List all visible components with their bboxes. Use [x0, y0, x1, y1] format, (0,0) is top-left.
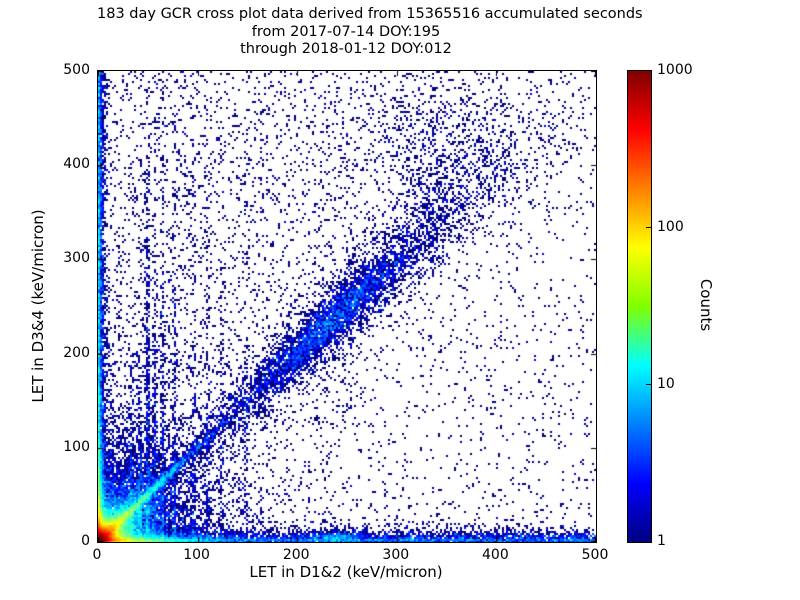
- x-tick-label: 0: [92, 547, 102, 563]
- y-tick-label: 0: [81, 533, 90, 549]
- chart-title-line-3: through 2018-01-12 DOY:012: [240, 41, 452, 57]
- colorbar-tick-mark: [646, 227, 651, 228]
- y-tick-label: 500: [63, 62, 90, 78]
- colorbar-tick-mark: [646, 384, 651, 385]
- chart-title-line-2: from 2017-07-14 DOY:195: [251, 23, 441, 40]
- plot-area: [97, 70, 597, 543]
- colorbar-tick-label: 1000: [657, 62, 693, 78]
- y-tick-label: 200: [63, 344, 90, 361]
- colorbar-tick-label: 1: [657, 533, 666, 549]
- x-tick-label: 400: [482, 547, 509, 563]
- scatter-density-canvas: [98, 71, 596, 542]
- x-tick-label: 100: [183, 547, 210, 563]
- y-tick-label: 100: [63, 438, 90, 455]
- colorbar-tick-label: 100: [657, 219, 684, 235]
- chart-title-line-1: 183 day GCR cross plot data derived from…: [97, 6, 643, 22]
- chart-title: 183 day GCR cross plot data derived from…: [97, 6, 643, 59]
- x-axis-label: LET in D1&2 (keV/micron): [249, 563, 443, 581]
- colorbar-tick-label: 10: [657, 376, 675, 392]
- y-tick-label: 300: [63, 250, 90, 267]
- x-tick-label: 300: [382, 547, 410, 563]
- colorbar: [627, 70, 652, 543]
- colorbar-label: Counts: [697, 278, 715, 332]
- y-tick-label: 400: [63, 156, 90, 173]
- x-axis-tick-labels: 0 100 200 300 400 500: [93, 546, 609, 566]
- x-tick-label: 500: [581, 547, 609, 563]
- y-axis-tick-labels: 0 100 200 300 400 500: [30, 62, 92, 549]
- x-tick-label: 200: [282, 547, 310, 563]
- y-axis-label: LET in D3&4 (keV/micron): [29, 209, 47, 403]
